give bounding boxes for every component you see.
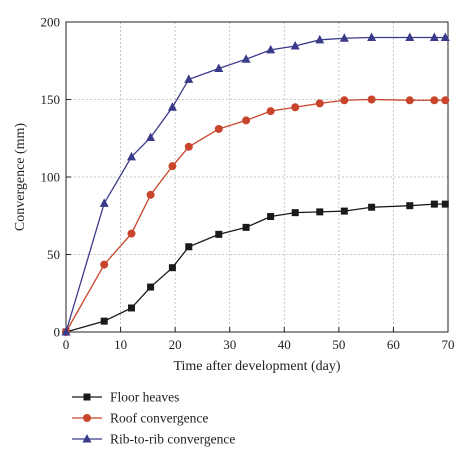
data-point-roof-convergence	[242, 116, 251, 125]
data-point-floor-heaves	[100, 317, 108, 325]
y-tick-label: 100	[41, 170, 61, 185]
legend-marker-triangle	[82, 434, 92, 443]
data-point-rib-to-rib-convergence	[146, 132, 156, 141]
y-tick-label: 200	[41, 15, 61, 30]
series-line-roof-convergence	[65, 98, 446, 333]
x-tick-label: 0	[63, 337, 70, 352]
x-tick-label: 40	[278, 337, 291, 352]
data-point-roof-convergence	[214, 124, 223, 133]
legend-item-rib-to-rib-convergence: Rib-to-rib convergence	[72, 432, 235, 447]
data-point-rib-to-rib-convergence	[99, 198, 109, 207]
data-point-rib-to-rib-convergence	[184, 74, 194, 83]
series-group	[61, 32, 450, 336]
legend-label: Roof convergence	[110, 411, 208, 426]
data-point-roof-convergence	[315, 99, 324, 108]
data-point-roof-convergence	[291, 103, 300, 112]
data-point-floor-heaves	[215, 230, 223, 238]
legend-marker-square	[83, 393, 91, 401]
series-line-floor-heaves	[65, 203, 446, 333]
data-point-roof-convergence	[146, 190, 155, 199]
data-point-rib-to-rib-convergence	[266, 44, 276, 54]
data-point-rib-to-rib-convergence	[405, 32, 415, 41]
data-point-rib-to-rib-convergence	[440, 32, 450, 41]
legend-marker-circle	[83, 414, 91, 422]
axis-ticks: 0 10 20 30 40 50 60 70 0 50 100 150 200	[41, 15, 455, 353]
legend-item-floor-heaves: Floor heaves	[72, 390, 179, 405]
data-point-rib-to-rib-convergence	[214, 63, 224, 72]
data-point-floor-heaves	[441, 200, 449, 208]
x-tick-label: 50	[332, 337, 345, 352]
data-point-floor-heaves	[185, 243, 193, 251]
legend-label: Floor heaves	[110, 390, 179, 405]
data-point-roof-convergence	[441, 96, 450, 105]
data-point-roof-convergence	[168, 162, 177, 171]
x-tick-label: 10	[114, 337, 127, 352]
data-point-roof-convergence	[340, 96, 349, 105]
data-point-floor-heaves	[147, 283, 155, 291]
data-point-floor-heaves	[168, 264, 176, 272]
data-point-floor-heaves	[430, 200, 438, 208]
y-tick-label: 0	[54, 325, 61, 340]
grid-lines	[66, 22, 448, 332]
data-point-rib-to-rib-convergence	[315, 34, 325, 44]
data-point-floor-heaves	[242, 223, 250, 231]
data-point-rib-to-rib-convergence	[367, 32, 377, 41]
series-line-rib-to-rib-convergence	[65, 36, 446, 333]
x-tick-label: 30	[223, 337, 236, 352]
legend: Floor heaves Roof convergence Rib-to-rib c…	[72, 390, 235, 447]
data-point-floor-heaves	[316, 208, 324, 216]
series-rib-to-rib-convergence	[61, 32, 450, 336]
data-point-roof-convergence	[184, 142, 193, 151]
data-point-floor-heaves	[406, 202, 414, 210]
data-point-floor-heaves	[340, 207, 348, 215]
legend-label: Rib-to-rib convergence	[110, 432, 235, 447]
data-point-roof-convergence	[127, 229, 136, 238]
y-tick-label: 50	[47, 247, 60, 262]
data-point-roof-convergence	[405, 96, 414, 105]
data-point-floor-heaves	[291, 209, 299, 217]
data-point-rib-to-rib-convergence	[241, 54, 251, 63]
y-axis-title: Convergence (mm)	[13, 123, 28, 232]
data-point-roof-convergence	[100, 260, 109, 269]
series-roof-convergence	[62, 95, 450, 336]
data-point-floor-heaves	[267, 213, 275, 221]
x-tick-label: 20	[169, 337, 182, 352]
data-point-roof-convergence	[266, 107, 275, 116]
data-point-rib-to-rib-convergence	[61, 327, 71, 336]
y-tick-label: 150	[41, 92, 61, 107]
data-point-rib-to-rib-convergence	[429, 32, 439, 41]
data-point-rib-to-rib-convergence	[290, 41, 300, 50]
data-point-floor-heaves	[127, 304, 135, 312]
data-point-rib-to-rib-convergence	[339, 33, 349, 42]
data-point-rib-to-rib-convergence	[126, 151, 136, 161]
x-axis-title: Time after development (day)	[173, 359, 340, 374]
data-point-floor-heaves	[368, 203, 376, 211]
data-point-roof-convergence	[367, 95, 376, 104]
data-point-rib-to-rib-convergence	[167, 102, 177, 111]
data-point-roof-convergence	[430, 96, 439, 105]
x-tick-label: 70	[442, 337, 455, 352]
x-tick-label: 60	[387, 337, 400, 352]
legend-item-roof-convergence: Roof convergence	[72, 411, 208, 426]
